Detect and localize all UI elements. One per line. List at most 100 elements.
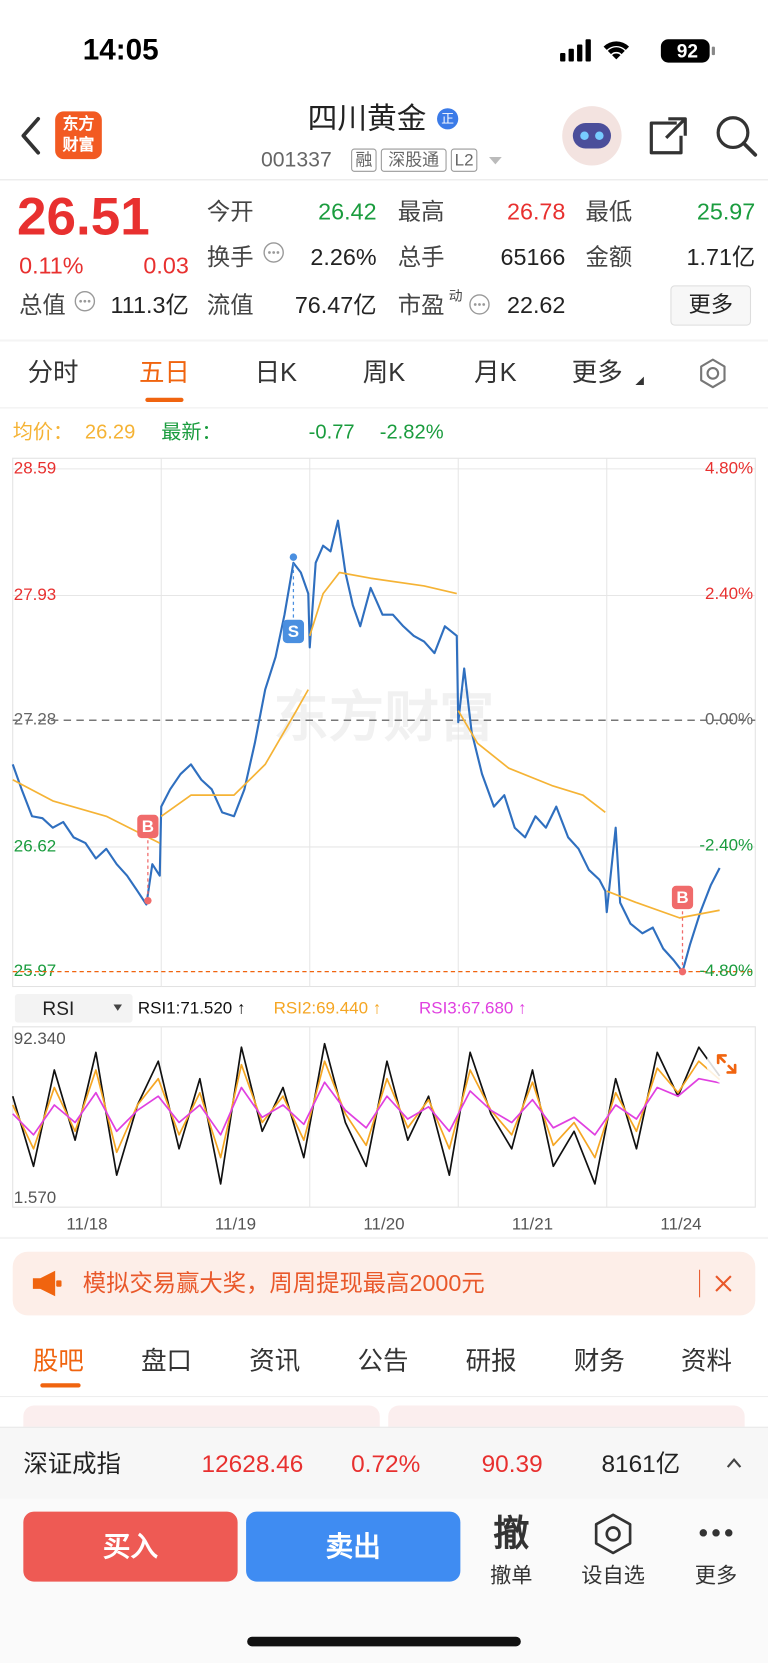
watch-label[interactable]: 设自选 — [581, 1564, 645, 1588]
trade-label: S — [288, 622, 299, 641]
status-time: 14:05 — [82, 32, 159, 66]
trade-point — [678, 967, 687, 976]
logo-text: 东方 — [62, 115, 95, 134]
app-logo — [55, 111, 102, 160]
divider — [0, 1236, 768, 1239]
stat-label: 换手 — [206, 243, 254, 271]
tab-active[interactable]: 五日 — [138, 358, 190, 388]
stat-label: 最低 — [585, 198, 633, 225]
tab[interactable]: 周K — [362, 358, 406, 388]
y-tick-label: 1.570 — [14, 1188, 56, 1207]
more-button[interactable]: 更多 — [670, 285, 752, 326]
badge: 正 — [437, 108, 459, 130]
tab[interactable]: 盘口 — [141, 1347, 192, 1376]
watch-icon[interactable] — [592, 1512, 634, 1557]
tag: 深股通 — [380, 148, 447, 172]
trade-badge — [282, 619, 305, 644]
legend-entry: RSI2:69.440 ↑ — [274, 998, 382, 1017]
more-icon[interactable] — [695, 1525, 737, 1540]
stock-code: 001337 — [260, 148, 332, 172]
stat-label: 今开 — [206, 198, 254, 225]
tab[interactable]: 股吧 — [32, 1347, 84, 1376]
tab[interactable]: 资讯 — [249, 1347, 301, 1376]
y2-tick-label: -2.40% — [699, 835, 753, 854]
stat-label: 流值 — [206, 291, 254, 319]
tab[interactable]: 研报 — [465, 1347, 517, 1376]
index-bar[interactable] — [0, 1426, 768, 1500]
logo-text: 财富 — [62, 136, 95, 155]
cancel-label[interactable]: 撤单 — [490, 1564, 533, 1588]
tab[interactable]: 资料 — [681, 1347, 732, 1376]
indicator-name: RSI — [42, 998, 75, 1020]
select-caret — [113, 1004, 122, 1011]
divider — [0, 407, 768, 409]
y2-tick-label: 0.00% — [705, 710, 753, 729]
stat-value: 2.26% — [310, 243, 377, 271]
plot-frame — [12, 457, 756, 988]
settings-button[interactable] — [696, 356, 730, 390]
stat-label: 总值 — [19, 291, 66, 319]
expand-caret[interactable] — [726, 1456, 743, 1469]
index-change-pct: 0.72% — [351, 1449, 421, 1478]
y-tick-label: 28.59 — [14, 458, 56, 477]
divider — [0, 339, 768, 342]
avg-label: 均价： — [12, 421, 74, 444]
more-label[interactable]: 更多 — [694, 1564, 738, 1588]
tab-underline — [40, 1383, 81, 1388]
stat-label: 总手 — [397, 243, 445, 271]
tag: L2 — [450, 148, 478, 172]
stat-value: 1.71亿 — [686, 243, 756, 271]
trade-point — [289, 553, 298, 561]
card — [23, 1405, 380, 1431]
tag: 融 — [351, 148, 377, 172]
stat-value: 111.3亿 — [110, 291, 189, 319]
stat-sup: 动 — [448, 287, 463, 304]
x-tick-label: 11/20 — [363, 1215, 404, 1234]
cancel-icon[interactable]: 撤 — [493, 1513, 530, 1555]
assistant-avatar[interactable] — [560, 104, 624, 168]
y2-tick-label: -4.80% — [699, 961, 753, 980]
promo-banner[interactable] — [12, 1251, 756, 1316]
y2-tick-label: 4.80% — [705, 458, 753, 477]
trade-badge — [137, 814, 159, 839]
chart-area: 东方财富25.9726.6227.2827.9328.59-4.80%-2.40… — [11, 457, 756, 1234]
latest-change-pct: -2.82% — [379, 421, 444, 444]
stat-value: 65166 — [500, 243, 566, 271]
tab[interactable]: 分时 — [27, 358, 79, 388]
stat-label: 最高 — [397, 198, 445, 225]
tab[interactable]: 公告 — [357, 1347, 409, 1376]
index-name: 深证成指 — [23, 1449, 121, 1478]
tab[interactable]: 更多 — [571, 358, 623, 388]
search-button[interactable] — [713, 112, 760, 159]
buy-button[interactable] — [23, 1511, 238, 1582]
tab[interactable]: 财务 — [573, 1347, 625, 1376]
latest-change: -0.77 — [308, 421, 355, 444]
card — [388, 1405, 745, 1431]
dropdown-caret[interactable] — [487, 155, 504, 166]
share-button[interactable] — [645, 112, 692, 159]
series-line — [11, 1060, 721, 1159]
series-line — [12, 571, 720, 919]
tab[interactable]: 日K — [254, 358, 298, 388]
y-tick-label: 27.28 — [14, 710, 56, 729]
close-button[interactable] — [713, 1273, 734, 1294]
sell-button[interactable] — [246, 1511, 461, 1582]
legend-entry: RSI1:71.520 ↑ — [138, 998, 246, 1017]
y-tick-label: 26.62 — [14, 836, 56, 855]
expand-button[interactable] — [704, 1042, 749, 1087]
stat-value: 26.42 — [318, 198, 377, 225]
stock-name: 四川黄金 — [307, 101, 427, 135]
back-button[interactable] — [15, 115, 47, 157]
stat-label: 市盈 — [397, 291, 445, 319]
legend-entry: RSI3:67.680 ↑ — [419, 998, 527, 1017]
divider — [0, 179, 768, 181]
series-line — [11, 1042, 721, 1185]
indicator-select[interactable] — [14, 993, 133, 1023]
trade-point — [144, 896, 152, 905]
stat-value: 26.78 — [506, 198, 566, 225]
x-tick-label: 11/24 — [660, 1215, 701, 1234]
tab[interactable]: 月K — [474, 358, 517, 388]
y2-tick-label: 2.40% — [705, 584, 753, 603]
tab-underline — [145, 397, 184, 403]
home-indicator — [247, 1636, 521, 1647]
